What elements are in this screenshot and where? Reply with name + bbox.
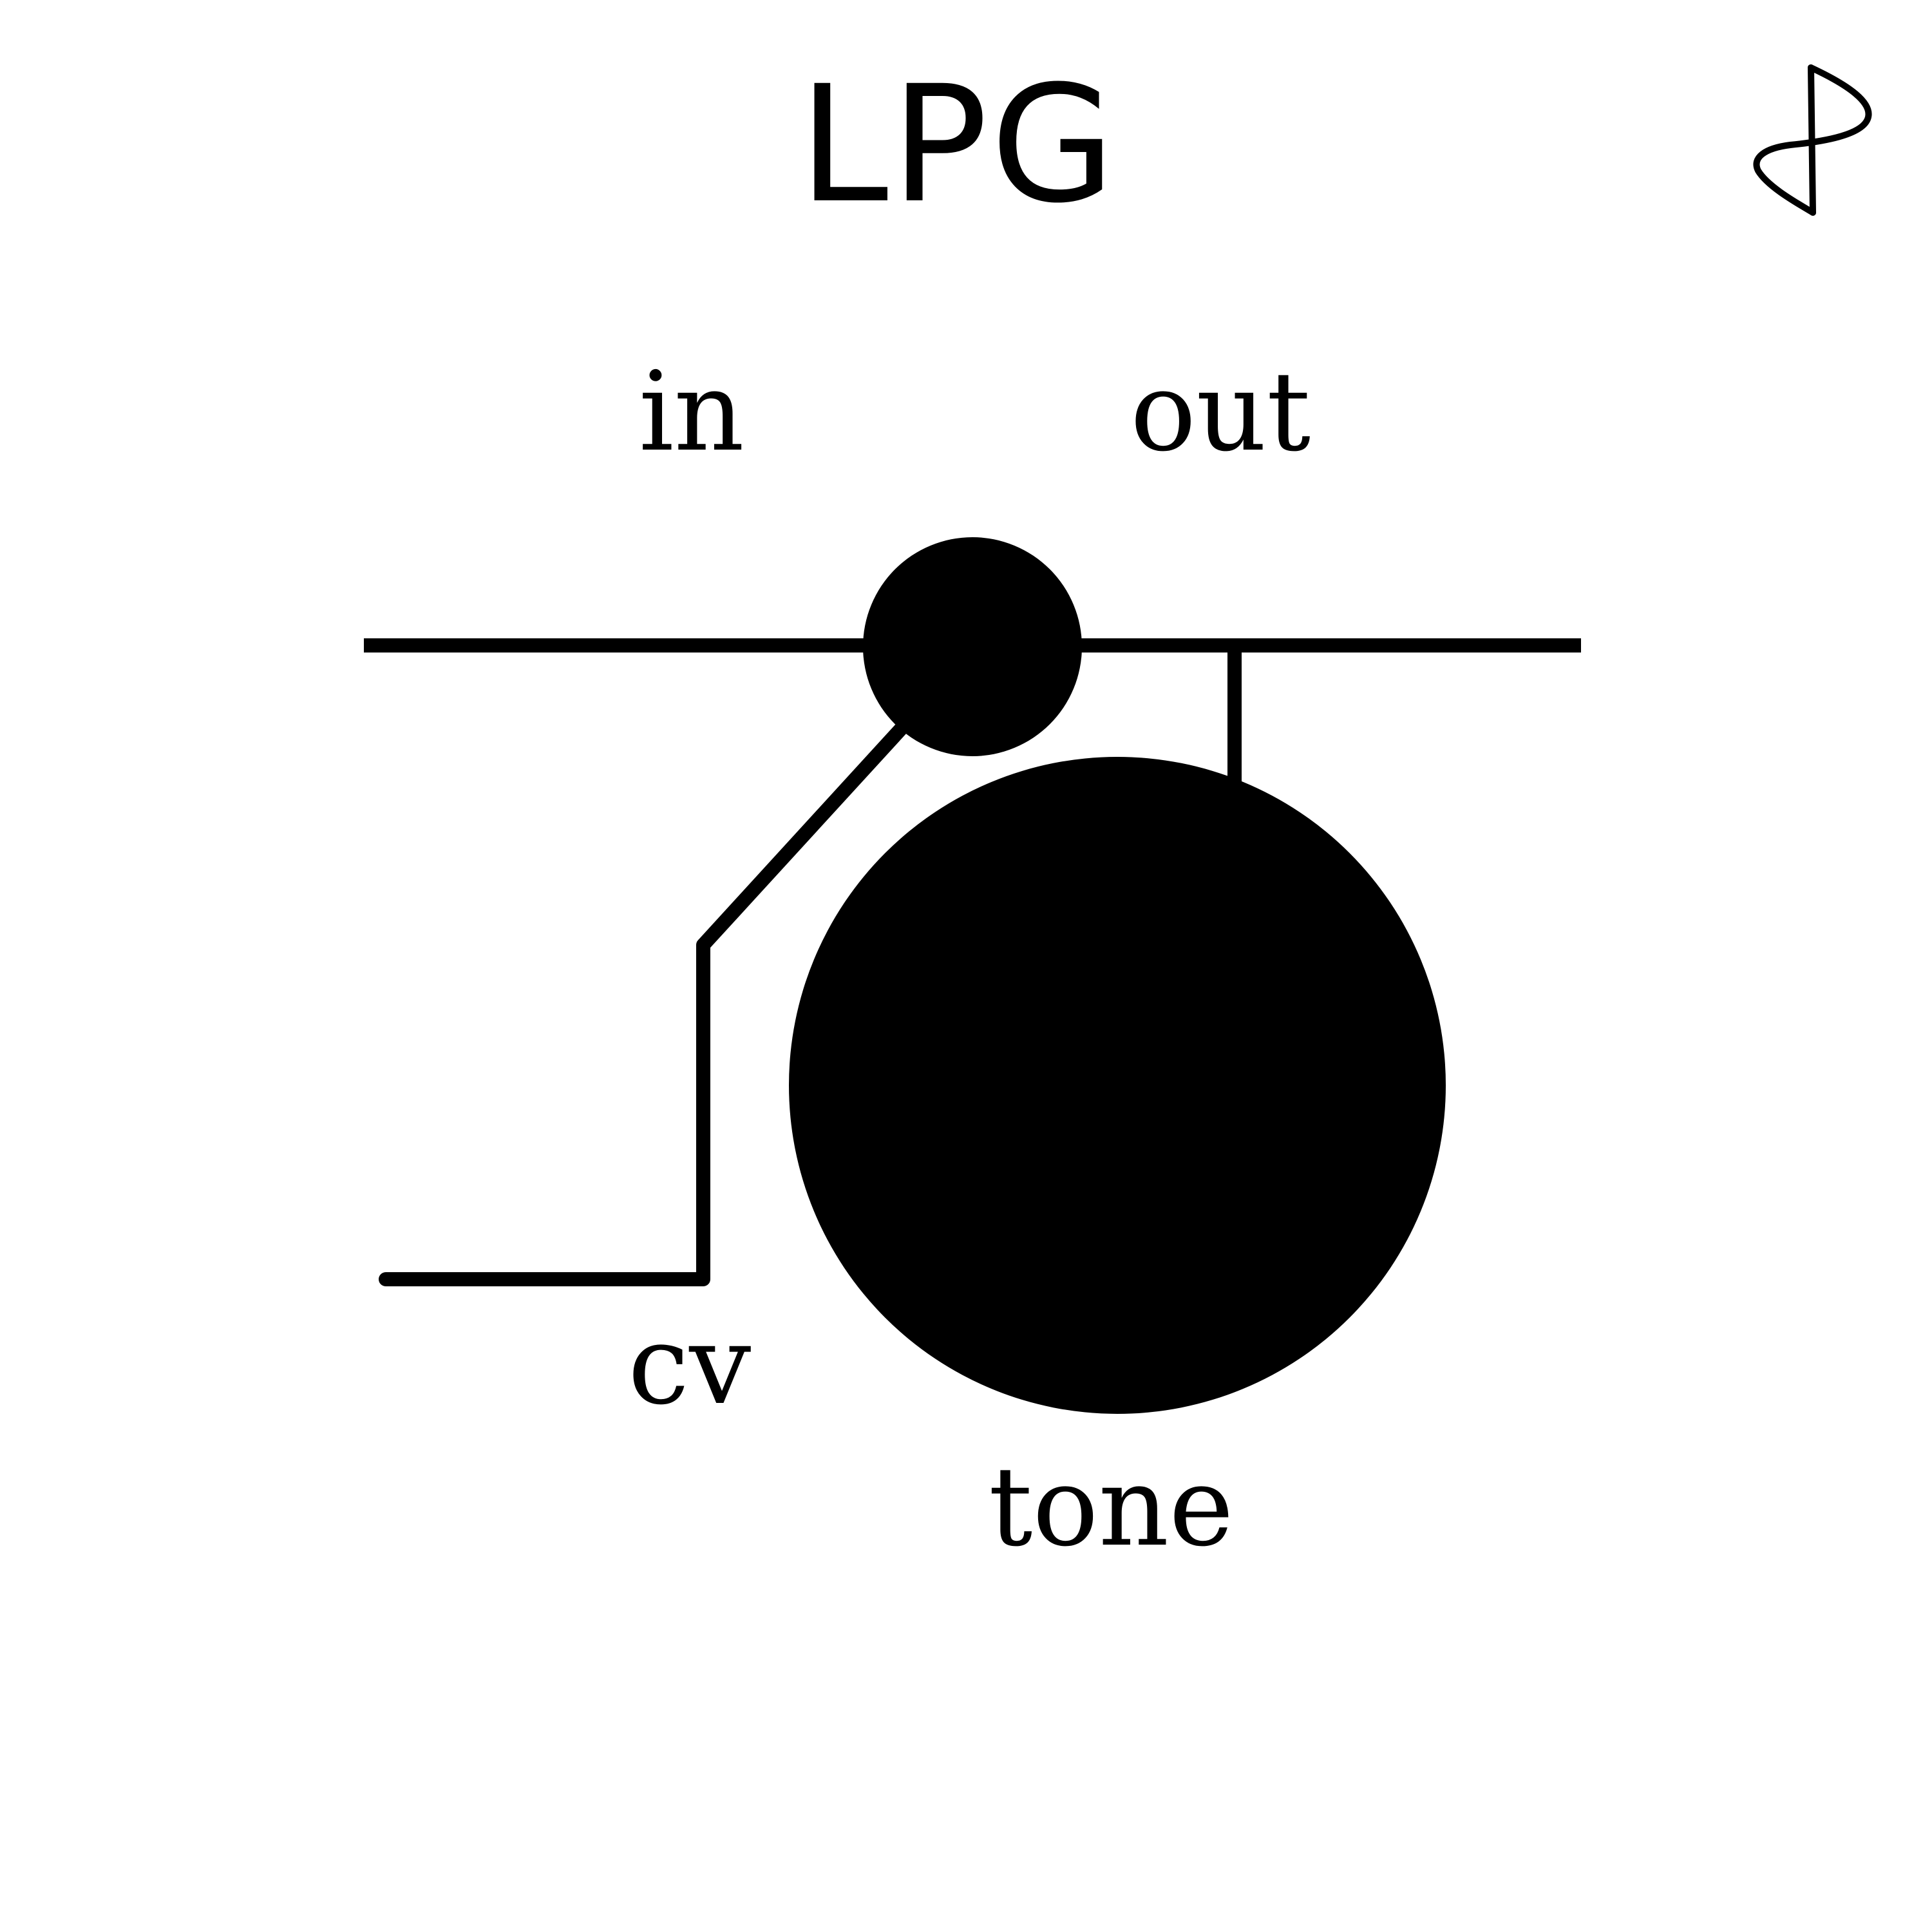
brand-logo-icon bbox=[1753, 64, 1872, 216]
input-label: in bbox=[639, 348, 744, 476]
cv-path-line bbox=[379, 718, 912, 1286]
tone-knob[interactable] bbox=[789, 757, 1446, 1414]
output-label: out bbox=[1130, 348, 1311, 476]
page-title: LPG bbox=[799, 51, 1118, 238]
cv-label: cv bbox=[628, 1302, 752, 1429]
gate-knob[interactable] bbox=[863, 537, 1082, 756]
tone-label: tone bbox=[989, 1443, 1234, 1571]
